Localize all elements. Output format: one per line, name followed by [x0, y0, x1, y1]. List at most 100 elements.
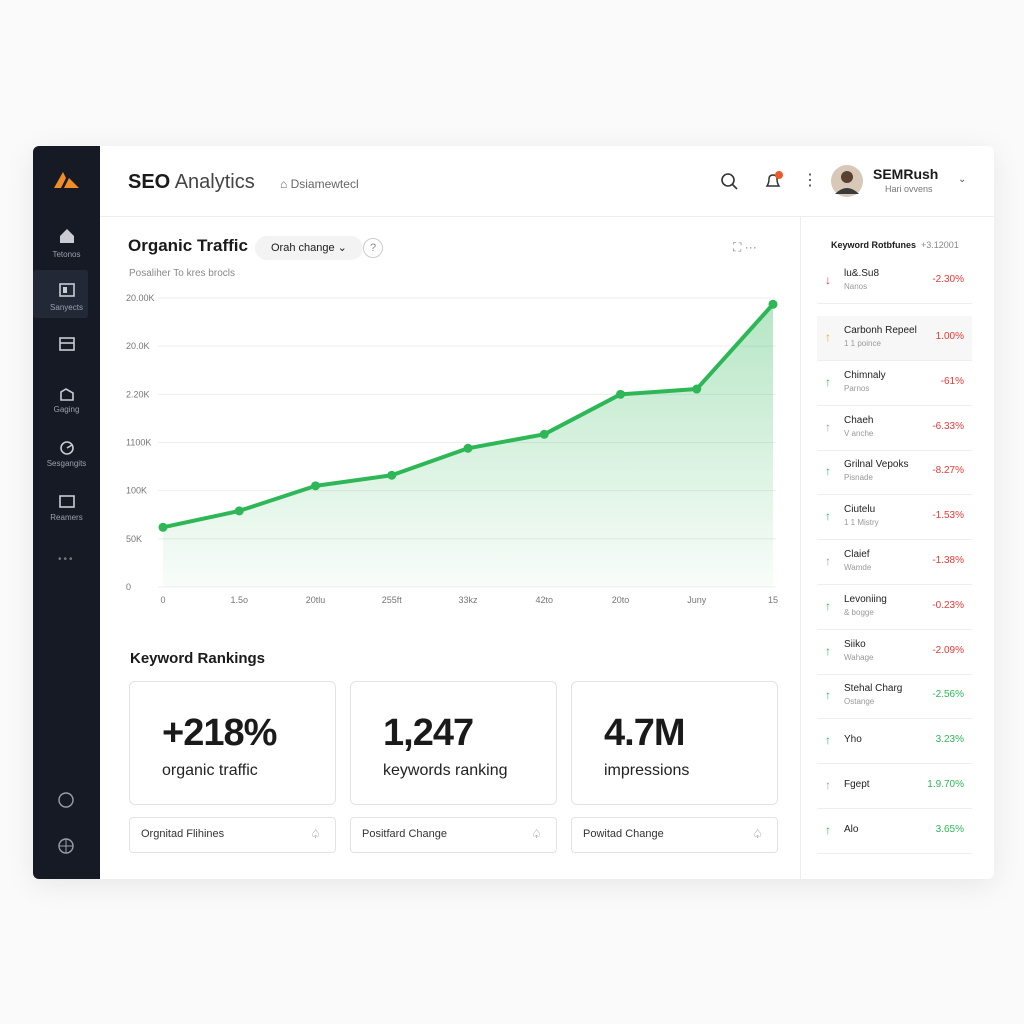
keyword-name: Siiko	[844, 638, 866, 650]
keyword-detail: 1 1 poince	[844, 339, 881, 348]
keyword-row[interactable]: ↑ Chimnaly Parnos -61%	[817, 361, 972, 406]
keyword-change: -8.27%	[932, 465, 964, 477]
keyword-change: 1.00%	[935, 331, 964, 342]
keyword-name: Ciutelu	[844, 504, 876, 516]
nav-icon[interactable]	[57, 491, 77, 511]
chart-menu[interactable]: ⛶ ···	[733, 240, 757, 254]
filter-label: Positfard Change	[362, 828, 447, 840]
filter-label: Orgnitad Flihines	[141, 828, 225, 840]
keyword-row[interactable]: ↑ Levoniing & bogge -0.23%	[817, 585, 972, 630]
avatar[interactable]	[830, 164, 864, 198]
chart-dropdown[interactable]: Orah change ⌄	[255, 236, 363, 260]
nav-icon[interactable]	[57, 384, 77, 404]
filter-icon: ♤	[310, 827, 321, 841]
panel-total: +3.12001	[921, 240, 959, 250]
stat-card: +218% organic traffic	[129, 681, 336, 805]
keyword-name: Levoniing	[844, 593, 887, 605]
keyword-change: -6.33%	[932, 420, 964, 432]
notification-icon[interactable]	[762, 170, 784, 192]
nav-icon[interactable]	[57, 280, 77, 300]
keyword-name: Chaeh	[844, 414, 874, 426]
dashboard-card: ••• Tetonos Sanyects Gaging Sesgangits Reame…	[33, 146, 994, 879]
settings-icon[interactable]	[56, 836, 76, 856]
keyword-change: -0.23%	[932, 599, 964, 611]
nav-icon[interactable]	[57, 334, 77, 354]
nav-label[interactable]: Sesgangits	[46, 459, 87, 468]
filter-button[interactable]: Orgnitad Flihines ♤	[129, 817, 336, 853]
trend-arrow: ↑	[825, 822, 831, 837]
stat-label: keywords ranking	[383, 762, 508, 779]
nav-label[interactable]: Sanyects	[50, 303, 83, 312]
keyword-name: Grilnal Vepoks	[844, 459, 909, 471]
keyword-name: lu&.Su8	[844, 268, 880, 279]
user-name: SEMRush	[873, 166, 939, 182]
keyword-detail: & bogge	[844, 607, 874, 617]
more-dots[interactable]: •••	[58, 554, 75, 565]
trend-arrow: ↓	[825, 273, 831, 287]
keyword-row[interactable]: ↑ Ciutelu 1 1 Mistry -1.53%	[817, 495, 972, 541]
keyword-panel: Keyword Rotbfunes +3.12001 ↓ lu&.Su8 Nanos…	[800, 216, 994, 879]
stat-label: impressions	[604, 762, 690, 779]
menu-dots[interactable]: ⋮	[802, 172, 818, 189]
trend-arrow: ↑	[825, 374, 831, 389]
top-bar: SEO Analytics ⌂ Dsiamewtecl ⋮ SEMRush Ha…	[100, 146, 994, 217]
keyword-row[interactable]: ↑ Stehal Charg Ostange -2.56%	[817, 674, 972, 720]
keyword-row[interactable]: ↑ Grilnal Vepoks Pisnade -8.27%	[817, 450, 972, 496]
keyword-detail: V anche	[844, 428, 874, 438]
help-icon[interactable]	[56, 790, 76, 810]
nav-icon[interactable]	[57, 226, 77, 246]
stat-value: +218%	[162, 712, 277, 754]
stat-card: 1,247 keywords ranking	[350, 681, 557, 805]
keyword-name: Stehal Charg	[844, 683, 903, 695]
keyword-row[interactable]: ↑ Chaeh V anche -6.33%	[817, 406, 972, 451]
keyword-name: Carbonh Repeel	[844, 325, 917, 336]
help-button[interactable]: ?	[363, 238, 383, 258]
keyword-row[interactable]: ↑ Siiko Wahage -2.09%	[817, 630, 972, 675]
filter-button[interactable]: Positfard Change ♤	[350, 817, 557, 853]
keyword-row[interactable]: ↑ Yho 3.23%	[817, 719, 972, 765]
keyword-name: Yho	[844, 734, 862, 746]
search-icon[interactable]	[720, 172, 740, 192]
keyword-change: 1.9.70%	[927, 779, 964, 790]
chart-title: Organic Traffic	[128, 236, 248, 255]
keyword-row[interactable]: ↑ Claief Wamde -1.38%	[817, 540, 972, 585]
nav-label[interactable]: Reamers	[50, 513, 83, 522]
keyword-row[interactable]: ↓ lu&.Su8 Nanos -2.30%	[817, 259, 972, 304]
filter-icon: ♤	[752, 827, 763, 841]
user-role: Hari ovvens	[885, 184, 933, 194]
nav-label[interactable]: Gaging	[53, 405, 80, 414]
keyword-change: -2.09%	[932, 644, 964, 656]
page-title: SEO Analytics	[128, 171, 255, 194]
stat-value: 4.7M	[604, 712, 685, 754]
keyword-change: 3.65%	[935, 823, 964, 835]
keyword-name: Alo	[844, 823, 859, 835]
chart-subtitle: Posaliher To kres brocls	[129, 268, 235, 279]
trend-arrow: ↑	[825, 643, 831, 658]
trend-arrow: ↑	[825, 733, 831, 748]
filter-label: Powitad Change	[583, 828, 664, 840]
keyword-detail: Wamde	[844, 563, 872, 572]
logo	[54, 172, 79, 188]
keyword-row[interactable]: ↑ Fgept 1.9.70%	[817, 764, 972, 809]
filter-button[interactable]: Powitad Change ♤	[571, 817, 778, 853]
breadcrumb[interactable]: ⌂ Dsiamewtecl	[280, 177, 359, 191]
user-menu-caret[interactable]: ⌄	[958, 174, 967, 185]
nav-label[interactable]: Tetonos	[52, 250, 81, 259]
keyword-name: Fgept	[844, 779, 870, 790]
section-title: Keyword Rankings	[130, 650, 266, 667]
sidebar: ••• Tetonos Sanyects Gaging Sesgangits Reame…	[33, 146, 100, 879]
trend-arrow: ↑	[825, 509, 831, 524]
keyword-detail: Nanos	[844, 282, 868, 291]
keyword-name: Chimnaly	[844, 369, 886, 381]
keyword-detail: Pisnade	[844, 473, 873, 483]
stat-card: 4.7M impressions	[571, 681, 778, 805]
keyword-name: Claief	[844, 549, 870, 560]
nav-icon[interactable]	[57, 438, 77, 458]
keyword-row[interactable]: ↑ Carbonh Repeel 1 1 poince 1.00%	[817, 316, 972, 361]
keyword-change: -1.38%	[932, 555, 964, 566]
keyword-change: -1.53%	[932, 510, 964, 522]
keyword-change: -2.30%	[932, 274, 964, 285]
filter-icon: ♤	[531, 827, 542, 841]
keyword-row[interactable]: ↑ Alo 3.65%	[817, 809, 972, 854]
